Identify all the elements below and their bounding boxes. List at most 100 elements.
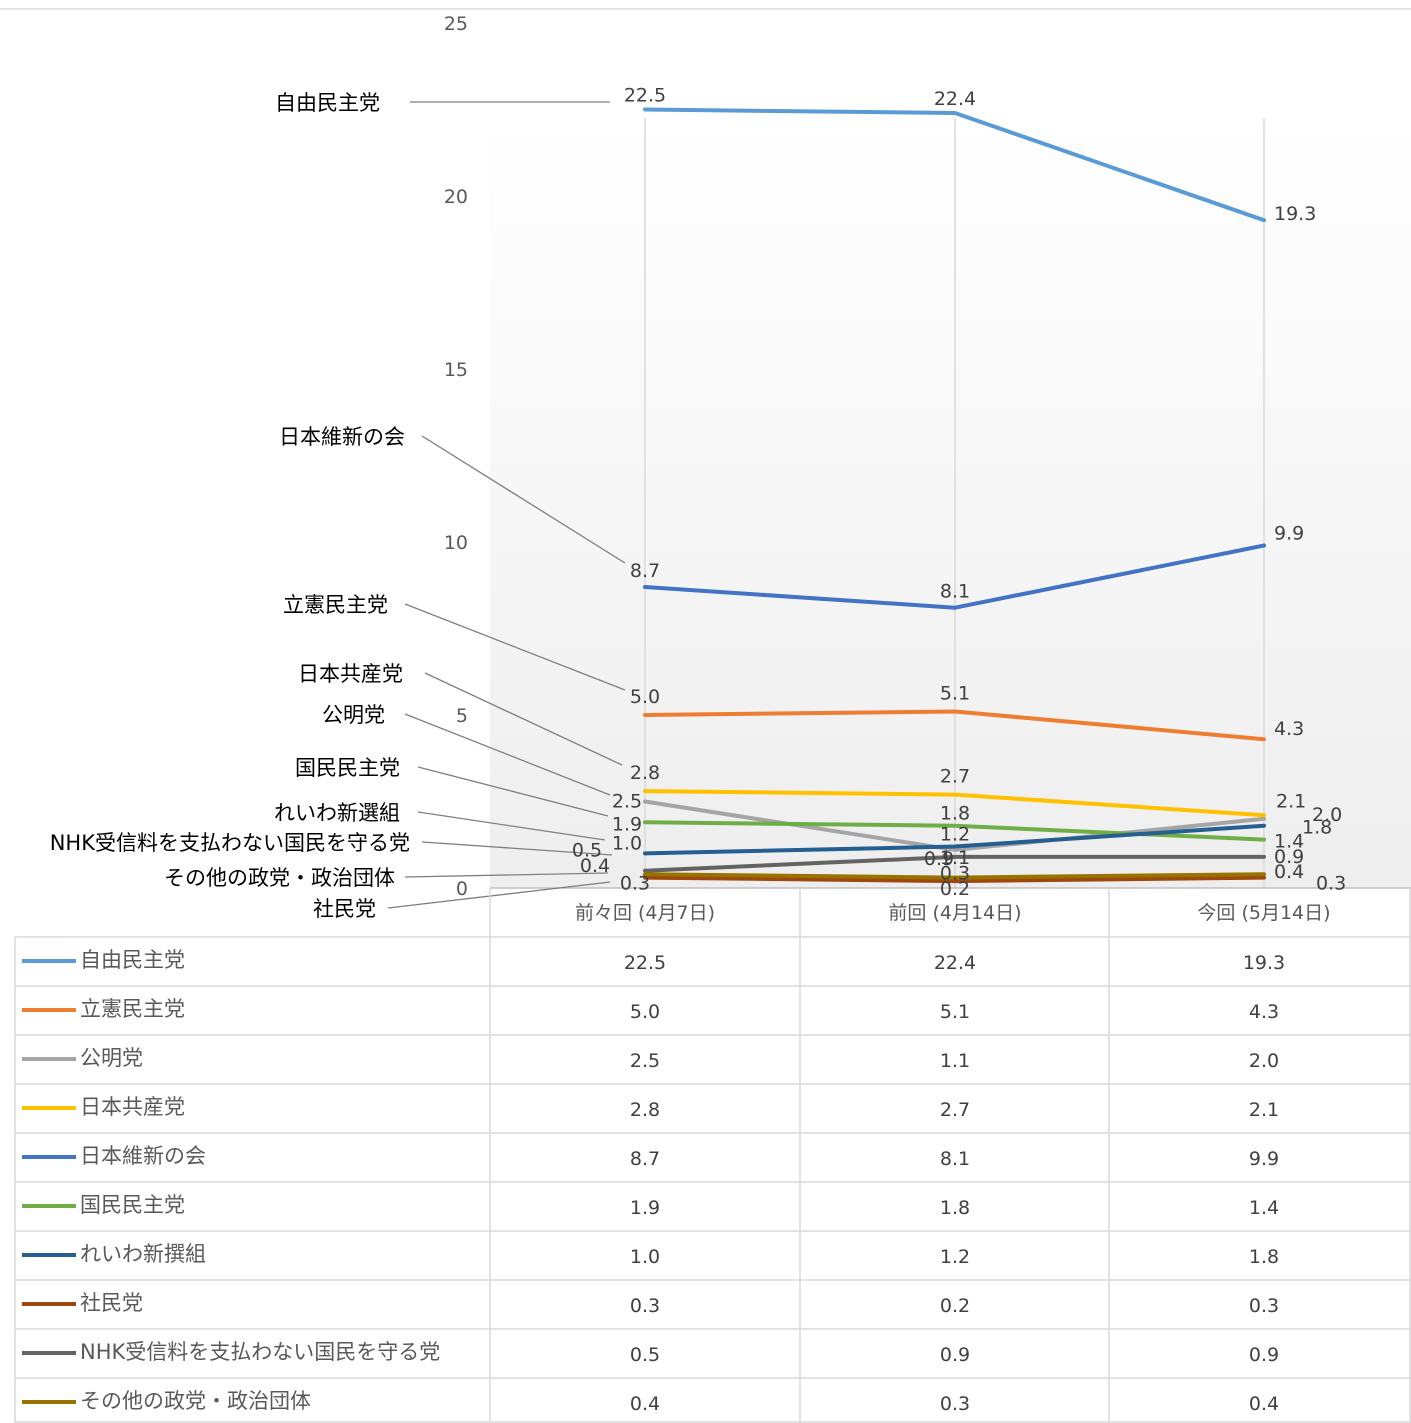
legend-name: 自由民主党 (80, 948, 185, 972)
data-label: 2.5 (612, 791, 642, 813)
data-label: 19.3 (1274, 203, 1316, 225)
data-label: 1.1 (940, 847, 970, 869)
legend-name: 公明党 (80, 1046, 143, 1070)
table-cell: 0.3 (630, 1295, 660, 1317)
data-label: 5.0 (630, 686, 660, 708)
table-cell: 1.0 (630, 1246, 660, 1268)
category-label: 前々回 (4月7日) (575, 902, 715, 924)
y-tick-label: 15 (444, 359, 468, 381)
legend-name: NHK受信料を支払わない国民を守る党 (80, 1340, 440, 1364)
category-label: 前回 (4月14日) (888, 902, 1021, 924)
data-label: 9.9 (1274, 522, 1304, 544)
data-label: 2.1 (1276, 790, 1306, 812)
table-cell: 1.8 (940, 1197, 970, 1219)
series-line (643, 875, 1266, 884)
data-label: 0.9 (1274, 846, 1304, 868)
callout-label: れいわ新選組 (274, 801, 400, 825)
table-cell: 22.5 (624, 952, 666, 974)
table-cell: 5.0 (630, 1001, 660, 1023)
data-label: 0.3 (1316, 873, 1346, 895)
plot-area (490, 120, 1411, 888)
table-cell: 0.3 (1249, 1295, 1279, 1317)
y-tick-label: 25 (444, 13, 468, 35)
callout-label: 社民党 (313, 897, 376, 921)
data-label: 1.8 (940, 803, 970, 825)
callout-label: NHK受信料を支払わない国民を守る党 (50, 831, 410, 855)
data-label: 8.7 (630, 560, 660, 582)
data-table: 前々回 (4月7日) 前回 (4月14日) 今回 (5月14日) 自由民主党 22.5 2… (14, 888, 1411, 1423)
callout-label: 日本維新の会 (279, 425, 405, 449)
table-cell: 9.9 (1249, 1148, 1279, 1170)
legend-name: れいわ新撰組 (80, 1242, 206, 1266)
data-label: 22.4 (934, 88, 976, 110)
table-cell: 22.4 (934, 952, 976, 974)
data-label: 0.4 (580, 855, 610, 877)
table-cell: 0.4 (630, 1393, 660, 1415)
data-label: 1.0 (612, 832, 642, 854)
y-tick-label: 10 (444, 532, 468, 554)
gridlines (490, 118, 1411, 889)
y-tick-label: 5 (456, 705, 468, 727)
leader-line (421, 435, 626, 564)
leader-line (417, 766, 609, 817)
callout-label: 公明党 (322, 703, 385, 727)
table-cell: 19.3 (1243, 952, 1285, 974)
data-label: 1.4 (1274, 831, 1304, 853)
data-labels: 22.5 22.4 19.3 5.0 5.1 4.3 2.5 1.1 2.0 2.8 2.7 2.1 8… (572, 85, 1346, 901)
data-label: 1.9 (612, 813, 642, 835)
table-cell: 2.5 (630, 1050, 660, 1072)
series-line (643, 823, 1266, 856)
data-label: 0.4 (1274, 861, 1304, 883)
data-label: 4.3 (1274, 718, 1304, 740)
data-label: 5.1 (940, 683, 970, 705)
callout-label: 立憲民主党 (283, 593, 388, 617)
series-line (643, 820, 1266, 842)
data-label: 0.2 (940, 878, 970, 900)
data-label: 1.2 (940, 823, 970, 845)
legend-name: 国民民主党 (80, 1193, 185, 1217)
y-tick-label: 20 (444, 186, 468, 208)
series-line (643, 872, 1266, 880)
leader-line (424, 672, 623, 766)
leader-line (404, 713, 611, 796)
table-cell: 1.9 (630, 1197, 660, 1219)
callout-label: 自由民主党 (275, 91, 380, 115)
data-label: 0.3 (940, 863, 970, 885)
legend-name: 日本共産党 (80, 1095, 185, 1119)
series-line (643, 709, 1266, 742)
table-cell: 2.0 (1249, 1050, 1279, 1072)
data-label: 8.1 (940, 581, 970, 603)
table-cell: 5.1 (940, 1001, 970, 1023)
table-cell: 4.3 (1249, 1001, 1279, 1023)
legend-name: その他の政党・政治団体 (80, 1389, 311, 1413)
leader-line (421, 841, 613, 856)
data-label: 0.9 (924, 848, 954, 870)
table-cell: 2.1 (1249, 1099, 1279, 1121)
callout-label: 日本共産党 (298, 662, 403, 686)
leader-line (387, 881, 611, 909)
series-line (643, 107, 1266, 223)
table-cell: 1.4 (1249, 1197, 1279, 1219)
table-cell: 0.2 (940, 1295, 970, 1317)
table-cell: 2.7 (940, 1099, 970, 1121)
y-tick-label: 0 (456, 878, 468, 900)
table-cell: 1.8 (1249, 1246, 1279, 1268)
data-label: 0.5 (572, 840, 602, 862)
legend-name: 日本維新の会 (80, 1144, 206, 1168)
leader-line (404, 603, 626, 691)
series-line (643, 799, 1266, 852)
series-line (643, 854, 1266, 873)
table-cell: 0.4 (1249, 1393, 1279, 1415)
leader-line (417, 811, 606, 841)
legend-name: 立憲民主党 (80, 997, 185, 1021)
series-line (643, 789, 1266, 818)
leader-line (404, 872, 609, 878)
callout-label: その他の政党・政治団体 (164, 866, 395, 890)
data-label: 2.8 (630, 762, 660, 784)
table-cell: 0.5 (630, 1344, 660, 1366)
table-cell: 1.1 (940, 1050, 970, 1072)
data-label: 0.3 (620, 873, 650, 895)
table-cell: 8.7 (630, 1148, 660, 1170)
